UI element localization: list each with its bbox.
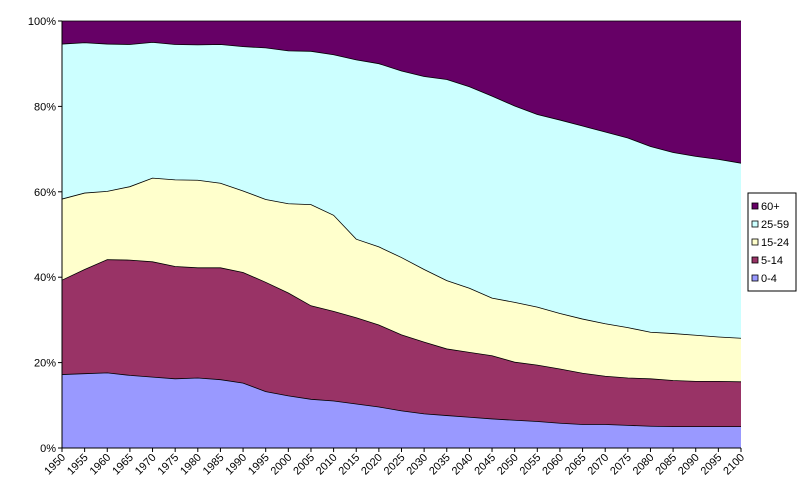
x-tick-label: 1990 [223, 452, 249, 478]
x-tick-label: 2025 [382, 452, 408, 478]
x-tick-label: 1965 [110, 452, 136, 478]
area-layer [61, 20, 742, 448]
x-tick-label: 2005 [291, 452, 317, 478]
area-25-59 [62, 42, 741, 339]
x-tick-label: 2030 [404, 452, 430, 478]
x-tick-label: 2010 [314, 452, 340, 478]
y-axis-ticks: 0% 20% 40% 60% 80% 100% [28, 16, 62, 455]
legend-label-5-14: 5-14 [761, 255, 783, 267]
legend-label-0-4: 0-4 [761, 273, 777, 285]
x-tick-label: 2095 [699, 452, 725, 478]
x-tick-label: 1950 [42, 452, 68, 478]
x-tick-label: 1975 [155, 452, 181, 478]
x-tick-label: 2080 [631, 452, 657, 478]
legend-label-60+: 60+ [761, 201, 780, 213]
x-tick-label: 2055 [518, 452, 544, 478]
legend-label-25-59: 25-59 [761, 219, 789, 231]
x-tick-label: 1955 [65, 452, 91, 478]
legend-swatch-25-59 [751, 220, 759, 228]
legend-swatch-15-24 [751, 238, 759, 246]
x-axis-ticks: 1950195519601965197019751980198519901995… [42, 448, 747, 477]
legend-swatch-5-14 [751, 256, 759, 264]
x-tick-label: 2035 [427, 452, 453, 478]
area-boundary-5-14 [61, 259, 742, 383]
legend-swatch-0-4 [751, 274, 759, 282]
area-15-24 [62, 178, 741, 382]
x-tick-label: 2100 [721, 452, 747, 478]
legend-swatch-60+ [751, 202, 759, 210]
y-tick-label: 40% [34, 272, 56, 284]
y-tick-label: 20% [34, 358, 56, 370]
x-tick-label: 2090 [676, 452, 702, 478]
y-tick-label: 60% [34, 187, 56, 199]
x-tick-label: 1995 [246, 452, 272, 478]
y-tick-label: 100% [28, 16, 56, 28]
x-tick-label: 2085 [653, 452, 679, 478]
x-tick-label: 2040 [450, 452, 476, 478]
legend-label-15-24: 15-24 [761, 237, 789, 249]
area-boundary-15-24 [61, 177, 742, 339]
area-boundary-25-59 [61, 41, 742, 164]
x-tick-label: 1980 [178, 452, 204, 478]
x-tick-label: 2065 [563, 452, 589, 478]
y-tick-label: 80% [34, 101, 56, 113]
x-tick-label: 2075 [608, 452, 634, 478]
area-boundary-0-4 [61, 372, 741, 428]
area-5-14 [62, 259, 741, 427]
x-tick-label: 2070 [586, 452, 612, 478]
area-0-4 [62, 372, 741, 448]
x-tick-label: 1985 [201, 452, 227, 478]
x-tick-label: 1960 [88, 452, 114, 478]
x-tick-label: 1970 [133, 452, 159, 478]
x-tick-label: 2060 [540, 452, 566, 478]
x-tick-label: 2050 [495, 452, 521, 478]
x-tick-label: 2045 [472, 452, 498, 478]
legend: 60+ 25-59 15-24 5-14 0-4 [747, 192, 797, 292]
x-tick-label: 2000 [269, 452, 295, 478]
y-tick-label: 0% [40, 443, 56, 455]
area-60+ [62, 21, 741, 164]
x-tick-label: 2020 [359, 452, 385, 478]
x-tick-label: 2015 [337, 452, 363, 478]
